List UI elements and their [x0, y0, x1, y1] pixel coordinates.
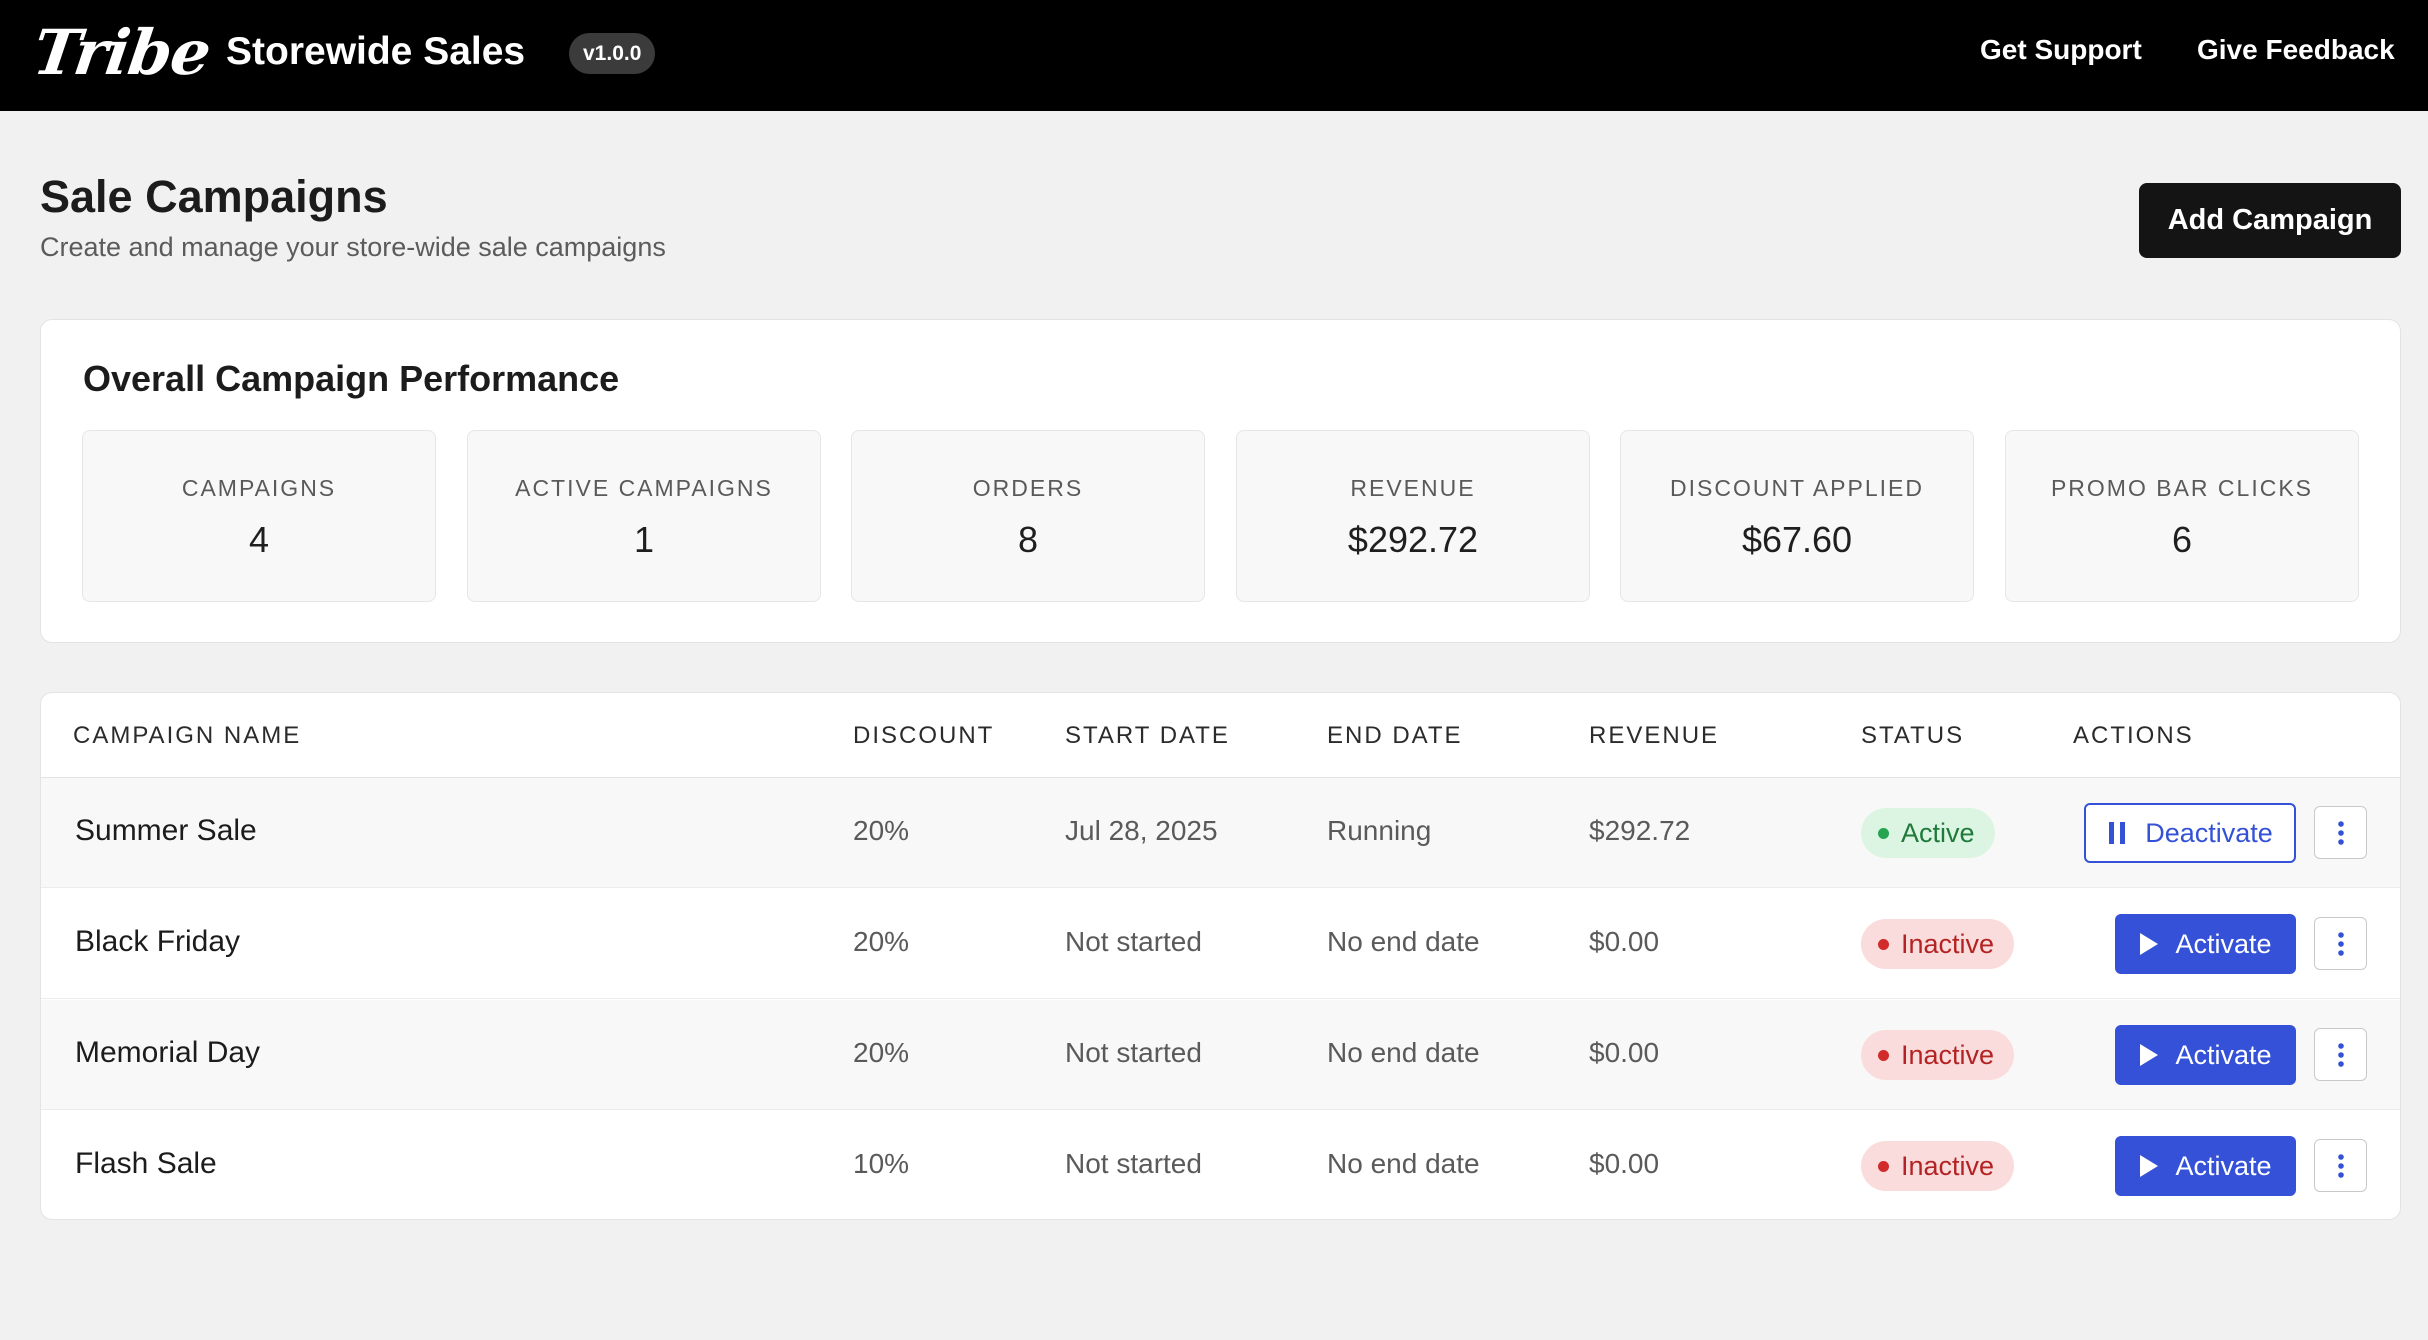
column-header-revenue[interactable]: REVENUE — [1589, 722, 1720, 749]
stat-campaigns: CAMPAIGNS 4 — [82, 430, 436, 602]
version-badge: v1.0.0 — [569, 33, 656, 74]
campaign-start-date: Not started — [1065, 926, 1202, 957]
play-icon — [2140, 933, 2159, 955]
stat-discount-applied: DISCOUNT APPLIED $67.60 — [1620, 430, 1974, 602]
campaign-discount: 20% — [853, 1037, 910, 1068]
play-icon — [2140, 1155, 2159, 1177]
stat-promo-bar-clicks: PROMO BAR CLICKS 6 — [2005, 430, 2359, 602]
campaign-start-date: Not started — [1065, 1148, 1202, 1179]
campaign-end-date: No end date — [1327, 926, 1480, 957]
activate-label: Activate — [2175, 1039, 2272, 1070]
top-bar: Tribe Storewide Sales v1.0.0 Get Support… — [0, 0, 2428, 111]
row-more-button[interactable] — [2314, 806, 2367, 859]
stat-active-campaigns: ACTIVE CAMPAIGNS 1 — [467, 430, 821, 602]
stat-label: ORDERS — [972, 475, 1084, 501]
row-more-button[interactable] — [2314, 1139, 2367, 1192]
campaign-name[interactable]: Black Friday — [75, 925, 241, 958]
column-header-actions: ACTIONS — [2073, 722, 2194, 749]
add-campaign-button[interactable]: Add Campaign — [2139, 183, 2401, 258]
campaign-name[interactable]: Summer Sale — [75, 814, 257, 847]
campaign-revenue: $0.00 — [1589, 1037, 1660, 1068]
activate-button[interactable]: Activate — [2115, 914, 2296, 974]
stat-revenue: REVENUE $292.72 — [1236, 430, 1590, 602]
kebab-menu-icon — [2337, 1153, 2344, 1178]
column-header-start-date[interactable]: START DATE — [1065, 722, 1230, 749]
campaign-start-date: Not started — [1065, 1037, 1202, 1068]
kebab-menu-icon — [2337, 1042, 2344, 1067]
campaign-end-date: Running — [1327, 815, 1432, 846]
give-feedback-link[interactable]: Give Feedback — [2197, 34, 2395, 65]
play-icon — [2140, 1044, 2159, 1066]
page-subtitle: Create and manage your store-wide sale c… — [40, 232, 666, 262]
performance-card: Overall Campaign Performance CAMPAIGNS 4… — [40, 319, 2401, 643]
campaign-end-date: No end date — [1327, 1037, 1480, 1068]
campaigns-table: CAMPAIGN NAME DISCOUNT START DATE END DA… — [40, 692, 2401, 1220]
campaign-revenue: $0.00 — [1589, 926, 1660, 957]
stat-label: CAMPAIGNS — [181, 475, 337, 501]
stat-value: $67.60 — [1741, 519, 1853, 560]
campaign-start-date: Jul 28, 2025 — [1065, 815, 1218, 846]
stat-value: 4 — [248, 519, 270, 560]
deactivate-label: Deactivate — [2145, 817, 2273, 848]
stat-value: $292.72 — [1347, 519, 1479, 560]
stat-label: REVENUE — [1350, 475, 1476, 501]
campaign-discount: 20% — [853, 926, 910, 957]
table-row: Black Friday 20% Not started No end date… — [41, 889, 2400, 999]
performance-title: Overall Campaign Performance — [83, 358, 620, 399]
column-header-end-date[interactable]: END DATE — [1327, 722, 1463, 749]
campaign-discount: 10% — [853, 1148, 910, 1179]
campaign-name[interactable]: Memorial Day — [75, 1036, 261, 1069]
table-row: Memorial Day 20% Not started No end date… — [41, 1000, 2400, 1110]
pause-icon — [2109, 822, 2126, 844]
table-row: Summer Sale 20% Jul 28, 2025 Running $29… — [41, 778, 2400, 888]
campaign-revenue: $0.00 — [1589, 1148, 1660, 1179]
stat-orders: ORDERS 8 — [851, 430, 1205, 602]
deactivate-button[interactable]: Deactivate — [2084, 803, 2296, 863]
activate-button[interactable]: Activate — [2115, 1136, 2296, 1196]
kebab-menu-icon — [2337, 931, 2344, 956]
column-header-campaign-name[interactable]: CAMPAIGN NAME — [73, 722, 302, 749]
activate-button[interactable]: Activate — [2115, 1025, 2296, 1085]
kebab-menu-icon — [2337, 820, 2344, 845]
column-header-status[interactable]: STATUS — [1861, 722, 1965, 749]
table-row: Flash Sale 10% Not started No end date $… — [41, 1111, 2400, 1219]
stat-label: DISCOUNT APPLIED — [1670, 475, 1924, 501]
app-title: Storewide Sales — [226, 30, 526, 73]
page-title: Sale Campaigns — [40, 171, 388, 222]
status-badge: Inactive — [1861, 1141, 2015, 1191]
status-badge: Active — [1861, 808, 1995, 858]
stat-value: 8 — [1017, 519, 1039, 560]
get-support-link[interactable]: Get Support — [1980, 34, 2142, 65]
column-header-discount[interactable]: DISCOUNT — [853, 722, 995, 749]
status-badge: Inactive — [1861, 919, 2015, 969]
row-more-button[interactable] — [2314, 917, 2367, 970]
campaign-end-date: No end date — [1327, 1148, 1480, 1179]
table-header: CAMPAIGN NAME DISCOUNT START DATE END DA… — [41, 693, 2400, 778]
activate-label: Activate — [2175, 1150, 2272, 1181]
stat-label: PROMO BAR CLICKS — [2050, 475, 2314, 501]
campaign-revenue: $292.72 — [1589, 815, 1691, 846]
activate-label: Activate — [2175, 928, 2272, 959]
stat-label: ACTIVE CAMPAIGNS — [515, 475, 773, 501]
stat-value: 1 — [633, 519, 655, 560]
status-badge: Inactive — [1861, 1030, 2015, 1080]
row-more-button[interactable] — [2314, 1028, 2367, 1081]
campaign-name[interactable]: Flash Sale — [75, 1147, 217, 1180]
tribe-logo[interactable]: Tribe — [28, 16, 215, 89]
campaign-discount: 20% — [853, 815, 910, 846]
stat-value: 6 — [2171, 519, 2193, 560]
